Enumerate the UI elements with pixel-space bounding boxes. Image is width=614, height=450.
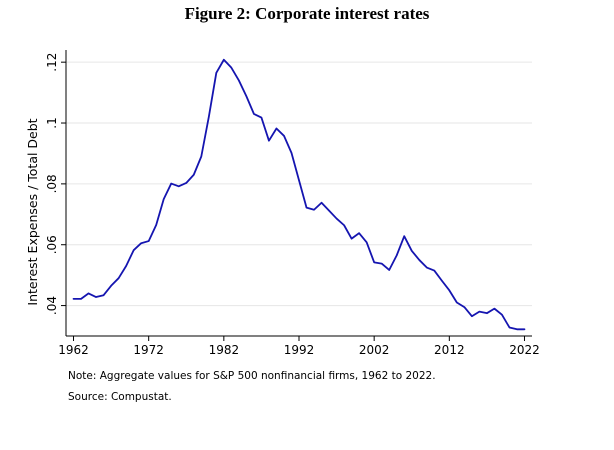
data-point (516, 328, 518, 330)
data-point (283, 135, 285, 137)
data-point (335, 217, 338, 220)
data-point (80, 298, 82, 300)
data-point (411, 250, 413, 252)
data-point (230, 67, 232, 69)
data-point (501, 314, 503, 316)
data-point (290, 152, 293, 154)
data-point (178, 185, 180, 187)
chart-note: Note: Aggregate values for S&P 500 nonfi… (68, 370, 436, 382)
chart-title: Figure 2: Corporate interest rates (184, 4, 430, 23)
data-point (268, 140, 270, 142)
data-point (253, 113, 255, 115)
y-axis-label: Interest Expenses / Total Debt (25, 118, 40, 305)
grid-lines (66, 61, 532, 307)
data-point (275, 127, 278, 130)
data-point (185, 182, 187, 184)
data-point (260, 116, 263, 119)
data-point (388, 269, 390, 271)
x-tick-label: 2012 (434, 343, 465, 357)
x-tick-label: 1962 (58, 343, 89, 357)
data-point (305, 207, 308, 209)
data-point (328, 210, 330, 212)
data-point (125, 265, 127, 267)
data-point (448, 289, 450, 291)
data-point (215, 72, 217, 74)
data-point (523, 328, 526, 330)
data-point (140, 242, 142, 244)
data-point (245, 95, 247, 97)
data-point (471, 315, 473, 317)
data-point (486, 312, 488, 314)
data-point (343, 224, 345, 226)
data-point (110, 285, 112, 287)
axes (65, 50, 532, 337)
data-point (366, 241, 368, 243)
data-point (426, 266, 428, 269)
data-point (155, 224, 157, 226)
y-tick-label: .04 (45, 296, 59, 315)
series-line (72, 58, 526, 331)
y-tick-label: .08 (45, 174, 59, 193)
data-point (373, 261, 375, 263)
data-point (463, 306, 465, 308)
data-point (298, 179, 300, 181)
data-point (133, 249, 135, 251)
data-point (320, 202, 323, 204)
x-tick-label: 1972 (133, 343, 164, 357)
x-tick-label: 1992 (284, 343, 315, 357)
data-point (456, 301, 458, 304)
data-point (403, 235, 405, 237)
data-point (170, 182, 172, 185)
data-point (87, 292, 90, 295)
data-point (441, 280, 443, 282)
data-point (381, 262, 383, 265)
data-point (478, 311, 480, 313)
data-point (163, 198, 165, 200)
data-point (95, 296, 97, 298)
data-point (200, 155, 202, 158)
y-tick-label: .06 (45, 235, 59, 254)
data-point (418, 259, 420, 261)
data-point (508, 326, 511, 329)
series-layer (72, 58, 526, 331)
y-tick-label: .1 (45, 117, 59, 128)
data-point (351, 238, 353, 240)
x-tick-label: 2002 (359, 343, 390, 357)
data-point (358, 232, 360, 234)
data-point (193, 174, 195, 176)
data-point (118, 277, 120, 279)
chart-source: Source: Compustat. (68, 391, 172, 403)
data-point (396, 254, 398, 256)
data-point (493, 308, 496, 310)
tick-marks: .04 .06 .08 .1 .12 1962 1972 1982 1992 2002 2012 20… (45, 53, 540, 357)
x-tick-label: 2022 (509, 343, 540, 357)
data-point (148, 240, 150, 242)
data-point (72, 298, 75, 300)
y-tick-label: .12 (45, 53, 59, 72)
data-point (313, 209, 315, 211)
data-point (238, 79, 240, 82)
x-tick-label: 1982 (209, 343, 240, 357)
data-point (208, 116, 210, 118)
data-point (223, 59, 225, 61)
data-point (433, 269, 435, 272)
data-point (102, 294, 105, 296)
